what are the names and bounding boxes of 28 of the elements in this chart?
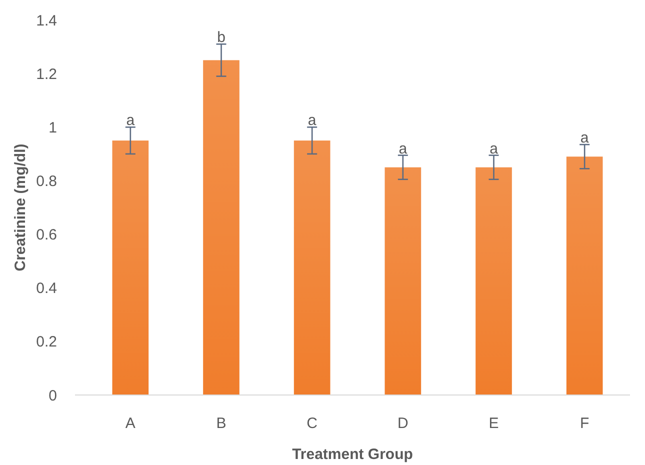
annotation: a: [398, 140, 408, 158]
annotation: a: [490, 140, 499, 158]
y-tick-label: 1.2: [36, 66, 57, 83]
annotation: a: [126, 112, 136, 130]
y-tick-label: 0: [48, 387, 57, 404]
bar: [294, 140, 330, 395]
annotation: a: [308, 112, 317, 130]
x-axis-title: Treatment Group: [292, 446, 413, 463]
x-tick-label: D: [397, 415, 408, 432]
bar: [203, 60, 240, 395]
x-tick-label: A: [125, 415, 136, 432]
x-tick-label: C: [306, 415, 318, 432]
x-tick-label: E: [488, 415, 499, 432]
x-tick-label: B: [216, 415, 226, 432]
x-tick-label: F: [580, 415, 590, 432]
y-tick-label: 1: [48, 119, 57, 136]
y-tick-label: 0.4: [36, 280, 57, 298]
annotation: b: [217, 29, 226, 46]
bar: [566, 156, 603, 395]
bar: [112, 140, 149, 395]
bar: [384, 167, 422, 395]
y-tick-label: 1.4: [36, 12, 57, 30]
bar: [476, 167, 512, 395]
y-tick-label: 0.2: [36, 334, 57, 351]
y-tick-label: 0.6: [36, 226, 57, 244]
annotation: a: [580, 130, 590, 147]
y-tick-label: 0.8: [36, 172, 57, 190]
y-axis-title: Creatinine (mg/dl): [12, 144, 29, 272]
